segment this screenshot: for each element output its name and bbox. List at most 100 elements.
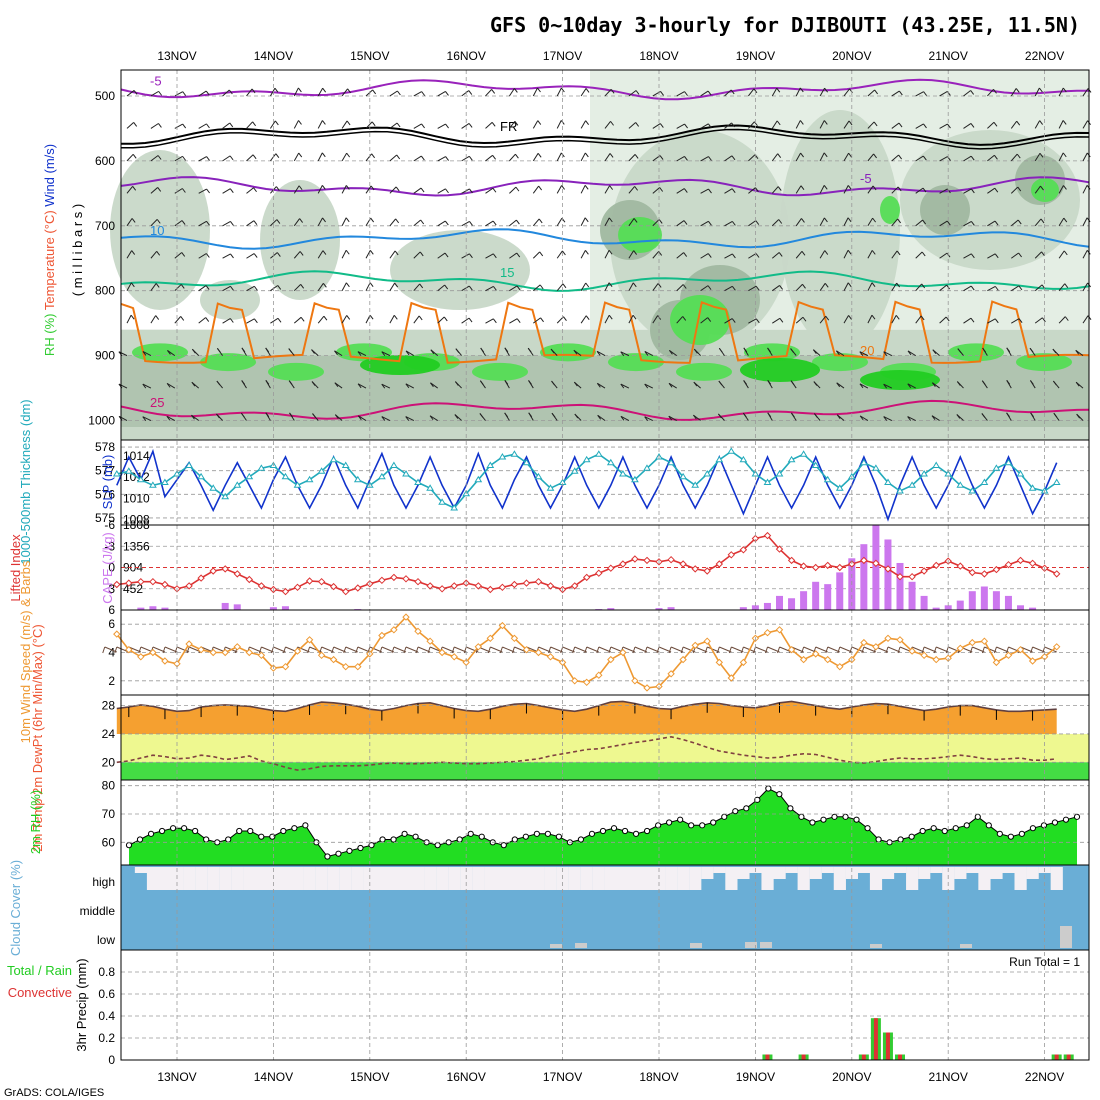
wind10m-barb [885,646,889,654]
wind-barb [819,283,826,291]
wind-speed-line-point [763,628,772,637]
wind-barb [155,283,160,288]
wind10m-barb [273,646,286,653]
thickness-y-tick-label: 575 [95,511,115,525]
wind-speed-line-point [233,643,242,651]
x-tick-bottom-label: 16NOV [447,1070,486,1084]
wind-barb [298,120,302,125]
wind-barb [198,285,207,292]
thickness-line-point [450,504,459,511]
wind-barb [394,282,399,288]
thickness-line-point [209,484,218,491]
upper-y-label-part: RH (%) [42,310,57,356]
precip-bar-convective [873,1018,878,1060]
li-line-point [1004,560,1013,569]
panel-frame [120,439,1090,526]
wind-barb [365,185,372,194]
rh-point [346,847,353,854]
wind10m-barb [487,646,491,654]
wind-barb [767,347,771,353]
wind10m-barb [379,646,383,654]
li-line-point [390,573,398,582]
wind-barb [724,253,733,259]
thickness-line-point [739,455,748,463]
wind-barb [819,250,826,259]
wind-barb [246,253,255,259]
wind-barb [538,218,543,224]
rh-shade [608,353,664,372]
wind-barb [819,217,825,227]
thickness-y-label: 1000-500mb Thickness (dm) [18,399,33,564]
wind-barb [345,217,350,223]
li-line-point [113,580,121,589]
wind-barb [381,351,391,357]
wind-barb [365,89,373,97]
wind-barb [635,90,640,95]
wind-barb [347,88,351,94]
wind-barb [610,89,615,94]
cape-y-tick-label: 904 [123,561,143,575]
wind-barb [963,122,972,129]
wind-barb [939,90,948,97]
wind-barb [118,383,128,389]
wind-barb [126,90,135,97]
wind-speed-line-point [703,637,711,645]
upper-y-tick-label: 1000 [88,414,115,428]
thickness-line-point [908,481,916,488]
cloud-clear [207,867,220,890]
x-tick-bottom-label: 21NOV [929,1070,968,1084]
wind-barb [1064,283,1069,289]
wind-barb [795,283,803,292]
rh-point [555,833,563,840]
wind-barb [922,219,927,225]
wind-barb [676,220,685,227]
wind-barb [1058,316,1066,324]
wind-barb [635,122,640,127]
wind-barb [859,351,864,356]
wind-barb [556,87,562,97]
thickness-line-point [341,461,350,468]
wind-barb [628,250,635,259]
wind-barb [485,89,493,97]
wind-barb [580,152,586,162]
wind-barb [731,188,736,193]
cloud-clear [146,867,160,890]
wind-barb [795,185,802,194]
wind-barb [1010,88,1017,97]
wind-barb [676,284,684,292]
wind-barb [813,381,818,386]
wind-barb [556,283,564,292]
wind-barb [174,220,183,227]
wind-barb [293,316,302,324]
li-y-tick-label: 3 [108,582,115,596]
wind-speed-line-point [595,671,603,679]
wind-barb [731,122,736,128]
wind-speed-line-point [896,636,904,644]
wind-barb [779,285,783,290]
wind10m-barb [249,646,262,653]
rh-point [147,830,155,837]
li-line-point [739,546,748,554]
li-line-point [486,585,495,594]
wind-barb [445,91,449,96]
wind-speed-line-point [823,655,832,664]
wind-barb [322,87,327,93]
wind-barb [395,218,400,224]
cloud-low [745,942,757,948]
wind10m-barb [765,646,768,654]
wind-barb [413,251,421,259]
thickness-line-point [703,470,712,477]
wind-barb [389,250,396,259]
li-line-point [968,568,977,577]
wind-barb [444,220,449,226]
wind-barb [847,185,852,190]
wind-barb [707,317,712,322]
li-line-point [1028,559,1037,568]
cloud-clear [918,867,931,879]
precip-bar-convective [1054,1054,1059,1060]
cloud-clear [158,867,172,890]
rh-shade [948,343,1004,362]
wind-barb [963,253,972,259]
rh-shade [200,280,260,320]
wind-barb [867,250,873,259]
